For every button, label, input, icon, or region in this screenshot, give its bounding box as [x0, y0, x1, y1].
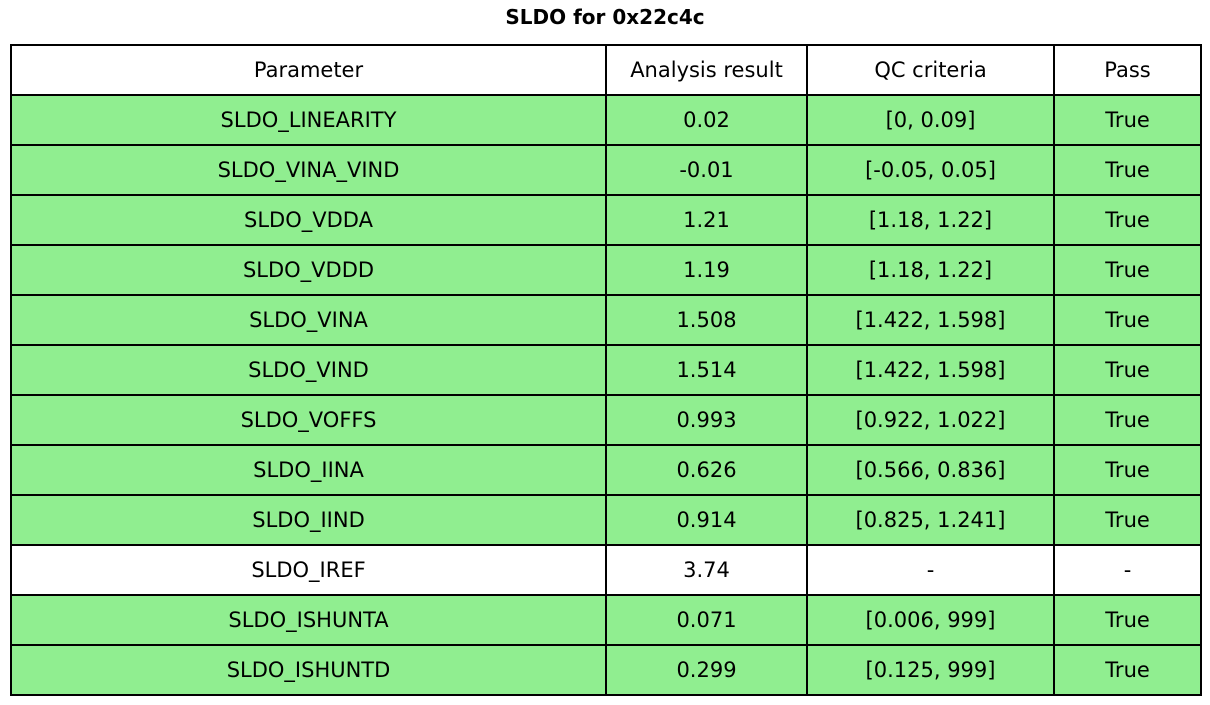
- header-row: Parameter Analysis result QC criteria Pa…: [10, 44, 1202, 96]
- cell-parameter: SLDO_VINA: [10, 294, 607, 346]
- cell-pass: True: [1053, 194, 1202, 246]
- cell-pass: True: [1053, 644, 1202, 696]
- cell-criteria: [1.422, 1.598]: [806, 294, 1055, 346]
- cell-result: 1.508: [605, 294, 808, 346]
- cell-pass: True: [1053, 394, 1202, 446]
- cell-pass: True: [1053, 444, 1202, 496]
- cell-parameter: SLDO_IINA: [10, 444, 607, 496]
- column-header-analysis-result: Analysis result: [605, 44, 808, 96]
- cell-criteria: -: [806, 544, 1055, 596]
- cell-parameter: SLDO_VDDA: [10, 194, 607, 246]
- cell-result: 0.914: [605, 494, 808, 546]
- cell-result: 0.299: [605, 644, 808, 696]
- column-header-qc-criteria: QC criteria: [806, 44, 1055, 96]
- cell-criteria: [0.825, 1.241]: [806, 494, 1055, 546]
- table-row: SLDO_ISHUNTD 0.299 [0.125, 999] True: [10, 644, 1202, 696]
- cell-pass: -: [1053, 544, 1202, 596]
- cell-result: -0.01: [605, 144, 808, 196]
- cell-pass: True: [1053, 494, 1202, 546]
- cell-criteria: [0.006, 999]: [806, 594, 1055, 646]
- cell-parameter: SLDO_IIND: [10, 494, 607, 546]
- cell-parameter: SLDO_VDDD: [10, 244, 607, 296]
- table-row: SLDO_VOFFS 0.993 [0.922, 1.022] True: [10, 394, 1202, 446]
- cell-criteria: [-0.05, 0.05]: [806, 144, 1055, 196]
- cell-parameter: SLDO_VOFFS: [10, 394, 607, 446]
- table-row: SLDO_LINEARITY 0.02 [0, 0.09] True: [10, 94, 1202, 146]
- cell-criteria: [0.566, 0.836]: [806, 444, 1055, 496]
- cell-parameter: SLDO_ISHUNTA: [10, 594, 607, 646]
- cell-criteria: [1.18, 1.22]: [806, 194, 1055, 246]
- cell-parameter: SLDO_ISHUNTD: [10, 644, 607, 696]
- table-row: SLDO_VDDD 1.19 [1.18, 1.22] True: [10, 244, 1202, 296]
- table-row: SLDO_VINA_VIND -0.01 [-0.05, 0.05] True: [10, 144, 1202, 196]
- cell-criteria: [1.422, 1.598]: [806, 344, 1055, 396]
- cell-result: 0.071: [605, 594, 808, 646]
- cell-result: 0.993: [605, 394, 808, 446]
- cell-result: 1.514: [605, 344, 808, 396]
- cell-criteria: [1.18, 1.22]: [806, 244, 1055, 296]
- column-header-pass: Pass: [1053, 44, 1202, 96]
- cell-result: 3.74: [605, 544, 808, 596]
- cell-result: 0.626: [605, 444, 808, 496]
- table-row: SLDO_IINA 0.626 [0.566, 0.836] True: [10, 444, 1202, 496]
- cell-pass: True: [1053, 94, 1202, 146]
- cell-parameter: SLDO_VIND: [10, 344, 607, 396]
- cell-result: 1.19: [605, 244, 808, 296]
- table-row: SLDO_ISHUNTA 0.071 [0.006, 999] True: [10, 594, 1202, 646]
- table-row: SLDO_VIND 1.514 [1.422, 1.598] True: [10, 344, 1202, 396]
- cell-parameter: SLDO_VINA_VIND: [10, 144, 607, 196]
- table-row: SLDO_VDDA 1.21 [1.18, 1.22] True: [10, 194, 1202, 246]
- cell-pass: True: [1053, 244, 1202, 296]
- cell-pass: True: [1053, 294, 1202, 346]
- chart-title: SLDO for 0x22c4c: [505, 5, 705, 29]
- cell-result: 0.02: [605, 94, 808, 146]
- cell-criteria: [0.922, 1.022]: [806, 394, 1055, 446]
- cell-result: 1.21: [605, 194, 808, 246]
- qc-results-table: Parameter Analysis result QC criteria Pa…: [10, 44, 1202, 696]
- table-row: SLDO_VINA 1.508 [1.422, 1.598] True: [10, 294, 1202, 346]
- cell-pass: True: [1053, 594, 1202, 646]
- column-header-parameter: Parameter: [10, 44, 607, 96]
- cell-criteria: [0.125, 999]: [806, 644, 1055, 696]
- table-row: SLDO_IREF 3.74 - -: [10, 544, 1202, 596]
- cell-pass: True: [1053, 344, 1202, 396]
- cell-parameter: SLDO_IREF: [10, 544, 607, 596]
- cell-pass: True: [1053, 144, 1202, 196]
- table-row: SLDO_IIND 0.914 [0.825, 1.241] True: [10, 494, 1202, 546]
- cell-criteria: [0, 0.09]: [806, 94, 1055, 146]
- cell-parameter: SLDO_LINEARITY: [10, 94, 607, 146]
